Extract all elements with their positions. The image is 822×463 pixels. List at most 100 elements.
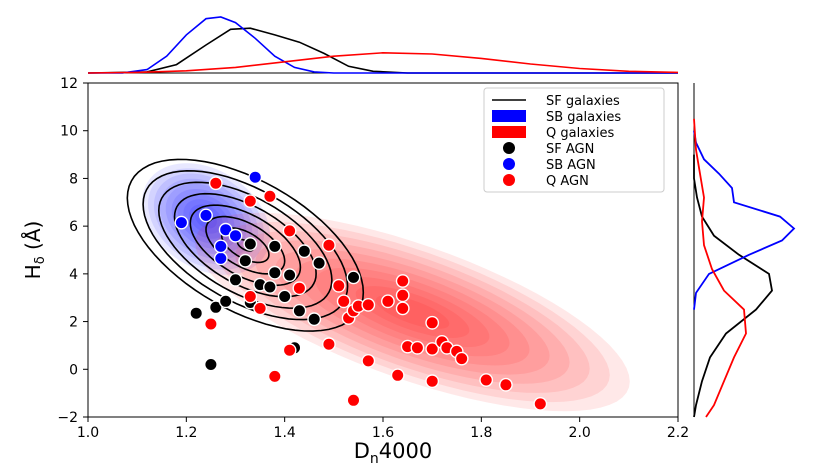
right-kde-sb [693,130,796,310]
agn-point [395,274,410,288]
agn-point [410,340,425,355]
agn-point [218,222,233,237]
density-level [255,240,570,384]
agn-point [321,337,336,352]
agn-point [282,343,297,358]
y-axis-label: Hδ (Å) [21,221,48,280]
x-tick-label: 1.2 [175,425,197,441]
x-axis-label: Dn4000 [354,439,433,463]
legend-box [483,87,665,193]
agn-point [498,377,513,392]
y-axis: −2 0 2 4 6 8 10 12 [57,76,88,426]
agn-point [267,265,282,280]
y-tick-label: 0 [69,362,78,378]
legend-patch-swatch [492,110,526,122]
agn-point [454,351,469,366]
agn-point [262,189,277,204]
agn-point [390,368,405,383]
legend-label: SB galaxies [546,110,621,125]
legend-marker-swatch [503,142,515,154]
agn-point [267,239,282,254]
agn-point [425,374,440,389]
agn-point [243,194,258,209]
agn-point [243,237,258,251]
agn-point [395,288,410,303]
agn-point [213,239,228,254]
agn-point [346,270,361,285]
agn-point [228,272,243,287]
right-marginal-kde [693,83,796,418]
y-tick-label: 2 [69,315,78,331]
density-layer [142,163,630,412]
agn-points-layer [174,170,548,411]
agn-point [238,253,253,268]
agn-point [425,315,440,330]
density-level [335,276,490,348]
right-kde-q [693,118,747,418]
agn-point [203,317,218,331]
y-tick-label: 10 [60,124,78,140]
top-marginal-kde [87,16,679,74]
sf-contour-line [205,215,286,275]
sf-contour-line [220,227,270,264]
x-tick-label: 2.0 [569,425,591,441]
right-kde-sf [693,154,773,418]
legend-patch-swatch [492,126,526,138]
agn-point [292,303,307,318]
legend-item: SF galaxies [492,94,620,109]
density-level [235,231,590,393]
agn-point [277,289,292,304]
density-level [295,258,530,366]
agn-point [199,208,213,223]
top-kde-q [87,51,679,74]
agn-point [307,312,322,327]
y-tick-label: −2 [57,410,78,426]
agn-point [262,280,277,294]
x-tick-label: 1.4 [274,425,296,441]
y-tick-label: 8 [69,171,78,187]
top-kde-sf [87,27,678,74]
top-kde-sb [88,16,678,74]
y-tick-label: 6 [69,219,78,235]
agn-point [336,294,351,309]
agn-point [380,294,395,309]
agn-point [213,251,228,266]
main-plot: 1.0 1.2 1.4 1.6 1.8 2.0 2.2 −2 0 2 4 6 8 10 12 Dn4000… [21,76,689,463]
legend-item: SB galaxies [492,110,621,125]
agn-point [189,306,204,321]
legend-marker-swatch [503,158,515,170]
legend-marker-swatch [503,174,515,186]
agn-point [297,244,312,259]
density-level [275,249,550,375]
y-tick-label: 4 [69,267,78,283]
legend-item: SB AGN [503,158,596,173]
agn-point [292,281,307,296]
agn-point [331,278,346,293]
series-sb-agn [174,170,263,266]
agn-point [267,369,282,384]
sf-contour-line [126,158,365,332]
legend-label: Q AGN [546,174,589,189]
legend-label: SF AGN [546,142,594,157]
density-level [315,267,510,357]
agn-point [321,238,336,253]
series-q-agn [203,176,548,411]
legend-label: SB AGN [546,158,596,173]
x-tick-label: 1.6 [372,425,394,441]
x-axis: 1.0 1.2 1.4 1.6 1.8 2.0 2.2 [77,417,689,441]
agn-point [312,256,326,270]
agn-point [218,294,233,309]
x-tick-label: 1.0 [77,425,99,441]
agn-point [243,289,258,304]
agn-point [208,300,223,315]
agn-point [248,170,263,185]
sf-contour-line [157,181,333,310]
y-tick-label: 12 [60,76,78,92]
agn-point [203,357,218,372]
x-tick-label: 1.8 [470,425,492,441]
agn-point [361,353,376,368]
legend-item: SF AGN [503,142,594,157]
agn-point [282,223,297,238]
sf-contour-line [142,169,349,321]
